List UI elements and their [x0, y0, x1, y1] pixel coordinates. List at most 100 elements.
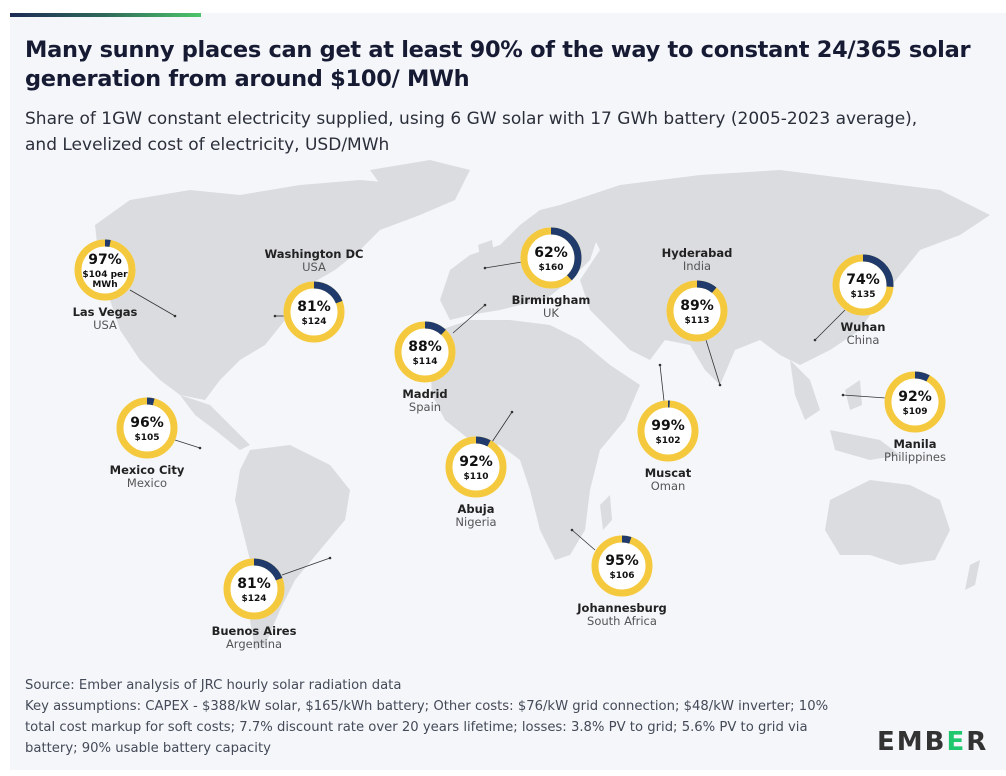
uk [478, 240, 495, 268]
donut-background [74, 239, 136, 301]
cost-label: $105 [134, 433, 159, 443]
chart-title: Many sunny places can get at least 90% o… [25, 37, 971, 92]
central-america [180, 395, 250, 450]
city-name: Washington DC [264, 247, 363, 261]
share-label: 74% [846, 272, 880, 288]
remaining-arc [666, 280, 728, 342]
donut-background [223, 558, 285, 620]
country-name: India [683, 259, 711, 273]
share-label: 97% [88, 252, 122, 268]
city-name: Johannesburg [576, 601, 666, 615]
donut-background [884, 371, 946, 433]
country-name: USA [93, 318, 117, 332]
assumptions-note: Key assumptions: CAPEX - $388/kW solar, … [25, 699, 829, 756]
country-name: Nigeria [455, 515, 496, 529]
city-dot [813, 338, 817, 342]
ember-logo: EMBER [877, 727, 988, 757]
city-name: Mexico City [110, 463, 185, 477]
leader-line [571, 529, 596, 551]
leader-line [484, 261, 523, 269]
city-name: Birmingham [512, 293, 591, 307]
footer-notes: Source: Ember analysis of JRC hourly sol… [25, 675, 845, 759]
remaining-arc [520, 227, 582, 289]
leader-line [491, 411, 513, 443]
share-label: 88% [408, 339, 442, 355]
remaining-arc [591, 535, 653, 597]
greenland [370, 160, 470, 215]
cost-label: $114 [412, 357, 437, 367]
city-name: Madrid [402, 387, 447, 401]
country-name: Philippines [884, 450, 946, 464]
remaining-arc [223, 558, 285, 620]
asia [560, 170, 990, 385]
country-name: Mexico [127, 476, 167, 490]
city-name: Abuja [457, 502, 494, 516]
logo-text: EMB [877, 727, 947, 757]
city-dot [841, 393, 845, 397]
share-label: 99% [651, 418, 685, 434]
leader-line [174, 439, 201, 449]
share-label: 96% [130, 415, 164, 431]
share-label: 92% [898, 389, 932, 405]
north-america [95, 180, 445, 400]
remaining-arc [832, 254, 894, 316]
remaining-arc [637, 400, 699, 462]
australia [825, 480, 950, 565]
city-name: Las Vegas [73, 305, 138, 319]
country-name: Argentina [226, 637, 282, 651]
cost-label: $113 [684, 316, 709, 326]
remaining-arc [445, 436, 507, 498]
donut-background [394, 321, 456, 383]
logo-e: E [946, 727, 967, 757]
donut-background [666, 280, 728, 342]
cost-label: $124 [301, 317, 326, 327]
share-label: 62% [534, 245, 568, 261]
continents [95, 160, 990, 650]
share-label: 81% [297, 299, 331, 315]
country-name: Spain [409, 400, 441, 414]
city-dot [273, 314, 277, 318]
cost-label-unit: MWh [92, 280, 117, 290]
africa [430, 320, 640, 560]
leader-line [842, 394, 887, 399]
city-dot [510, 410, 514, 414]
remaining-arc [394, 321, 456, 383]
share-label: 89% [680, 298, 714, 314]
madagascar [600, 495, 612, 530]
donut-background [445, 436, 507, 498]
remaining-arc [283, 281, 345, 343]
city-dot [328, 556, 332, 560]
city-dot [483, 303, 487, 307]
remaining-arc [74, 239, 136, 301]
city-name: Hyderabad [662, 246, 733, 260]
city-dot [718, 383, 722, 387]
cost-label: $124 [241, 594, 266, 604]
source-note: Source: Ember analysis of JRC hourly sol… [25, 678, 402, 693]
accent-bar [10, 13, 201, 17]
cost-label: $106 [609, 571, 634, 581]
donut-background [520, 227, 582, 289]
cost-label: $110 [463, 472, 488, 482]
share-label: 81% [237, 576, 271, 592]
remaining-arc [884, 371, 946, 433]
country-name: UK [543, 306, 559, 320]
city-name: Muscat [645, 466, 692, 480]
leader-line [281, 557, 331, 576]
donut-background [637, 400, 699, 462]
city-dot [173, 314, 177, 318]
leader-line [129, 289, 176, 317]
city-name: Wuhan [840, 320, 885, 334]
leader-line [814, 309, 846, 341]
remaining-arc [116, 397, 178, 459]
